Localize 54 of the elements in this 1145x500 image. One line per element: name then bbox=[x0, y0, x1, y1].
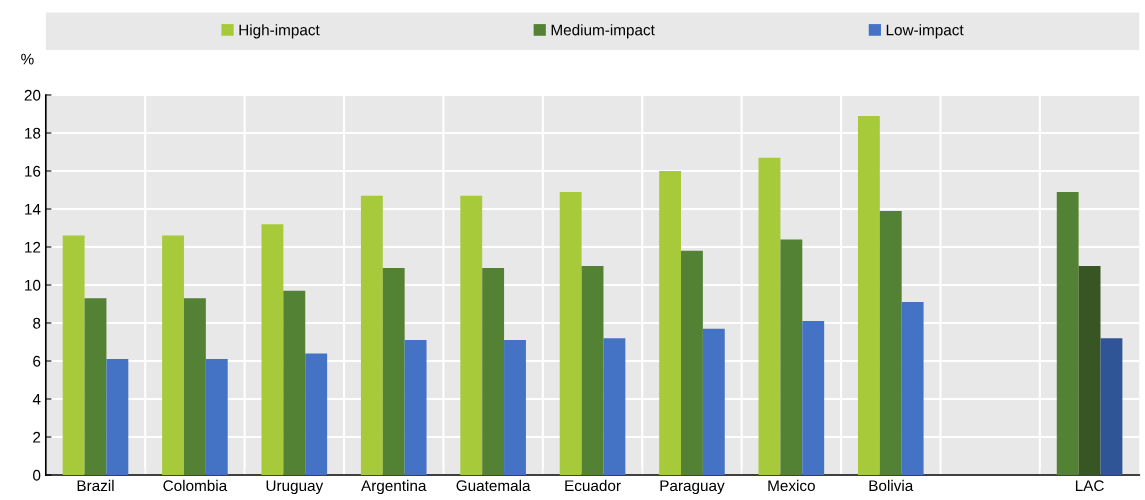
bar bbox=[261, 224, 284, 475]
bar bbox=[482, 267, 505, 475]
y-tick-label: 12 bbox=[25, 241, 41, 253]
bar bbox=[581, 266, 604, 475]
bar bbox=[1078, 266, 1101, 475]
bar bbox=[504, 340, 526, 475]
bar bbox=[780, 239, 803, 475]
y-tick-label: 6 bbox=[33, 355, 41, 367]
x-tick-label: Ecuador bbox=[565, 479, 621, 492]
x-tick-label: Argentina bbox=[361, 479, 427, 495]
bar bbox=[1100, 338, 1123, 475]
bar bbox=[84, 298, 107, 475]
bar bbox=[106, 359, 129, 475]
bar bbox=[901, 302, 924, 475]
y-tick-label: 18 bbox=[25, 127, 41, 139]
x-tick-label: LAC bbox=[1075, 480, 1104, 492]
bar bbox=[460, 195, 483, 475]
y-tick-label: 4 bbox=[32, 394, 41, 405]
bar bbox=[360, 195, 383, 475]
bar bbox=[404, 340, 427, 475]
legend-label: Low-impact bbox=[886, 24, 964, 39]
x-tick-label: Paraguay bbox=[660, 480, 725, 495]
y-tick-label: 10 bbox=[25, 279, 41, 291]
bar bbox=[659, 171, 682, 475]
y-tick-label: 0 bbox=[33, 469, 41, 481]
bar bbox=[382, 267, 405, 475]
y-tick-label: 16 bbox=[25, 165, 41, 177]
bar bbox=[802, 321, 825, 475]
y-tick-label: 20 bbox=[24, 89, 41, 101]
legend-label: High-impact bbox=[239, 24, 320, 39]
bar bbox=[559, 191, 582, 475]
bar bbox=[305, 353, 328, 475]
bar bbox=[205, 359, 228, 475]
bar bbox=[879, 210, 902, 475]
bar bbox=[162, 235, 184, 475]
legend-label: Medium-impact bbox=[551, 24, 655, 39]
y-axis-title: % bbox=[21, 53, 34, 65]
x-tick-label: Bolivia bbox=[869, 479, 914, 492]
bar bbox=[857, 115, 880, 475]
bar bbox=[283, 290, 306, 475]
x-tick-label: Guatemala bbox=[456, 479, 531, 492]
x-tick-label: Colombia bbox=[163, 479, 228, 492]
bar bbox=[603, 338, 626, 475]
x-tick-label: Uruguay bbox=[266, 480, 324, 495]
bar bbox=[702, 328, 725, 475]
x-tick-label: Mexico bbox=[768, 479, 815, 492]
bar bbox=[681, 250, 703, 475]
y-tick-label: 2 bbox=[33, 431, 41, 443]
x-tick-label: Brazil bbox=[77, 479, 114, 492]
bar bbox=[758, 157, 781, 475]
y-tick-label: 8 bbox=[33, 317, 41, 329]
bar bbox=[183, 298, 206, 475]
bar bbox=[62, 235, 85, 475]
y-tick-label: 14 bbox=[25, 204, 41, 215]
